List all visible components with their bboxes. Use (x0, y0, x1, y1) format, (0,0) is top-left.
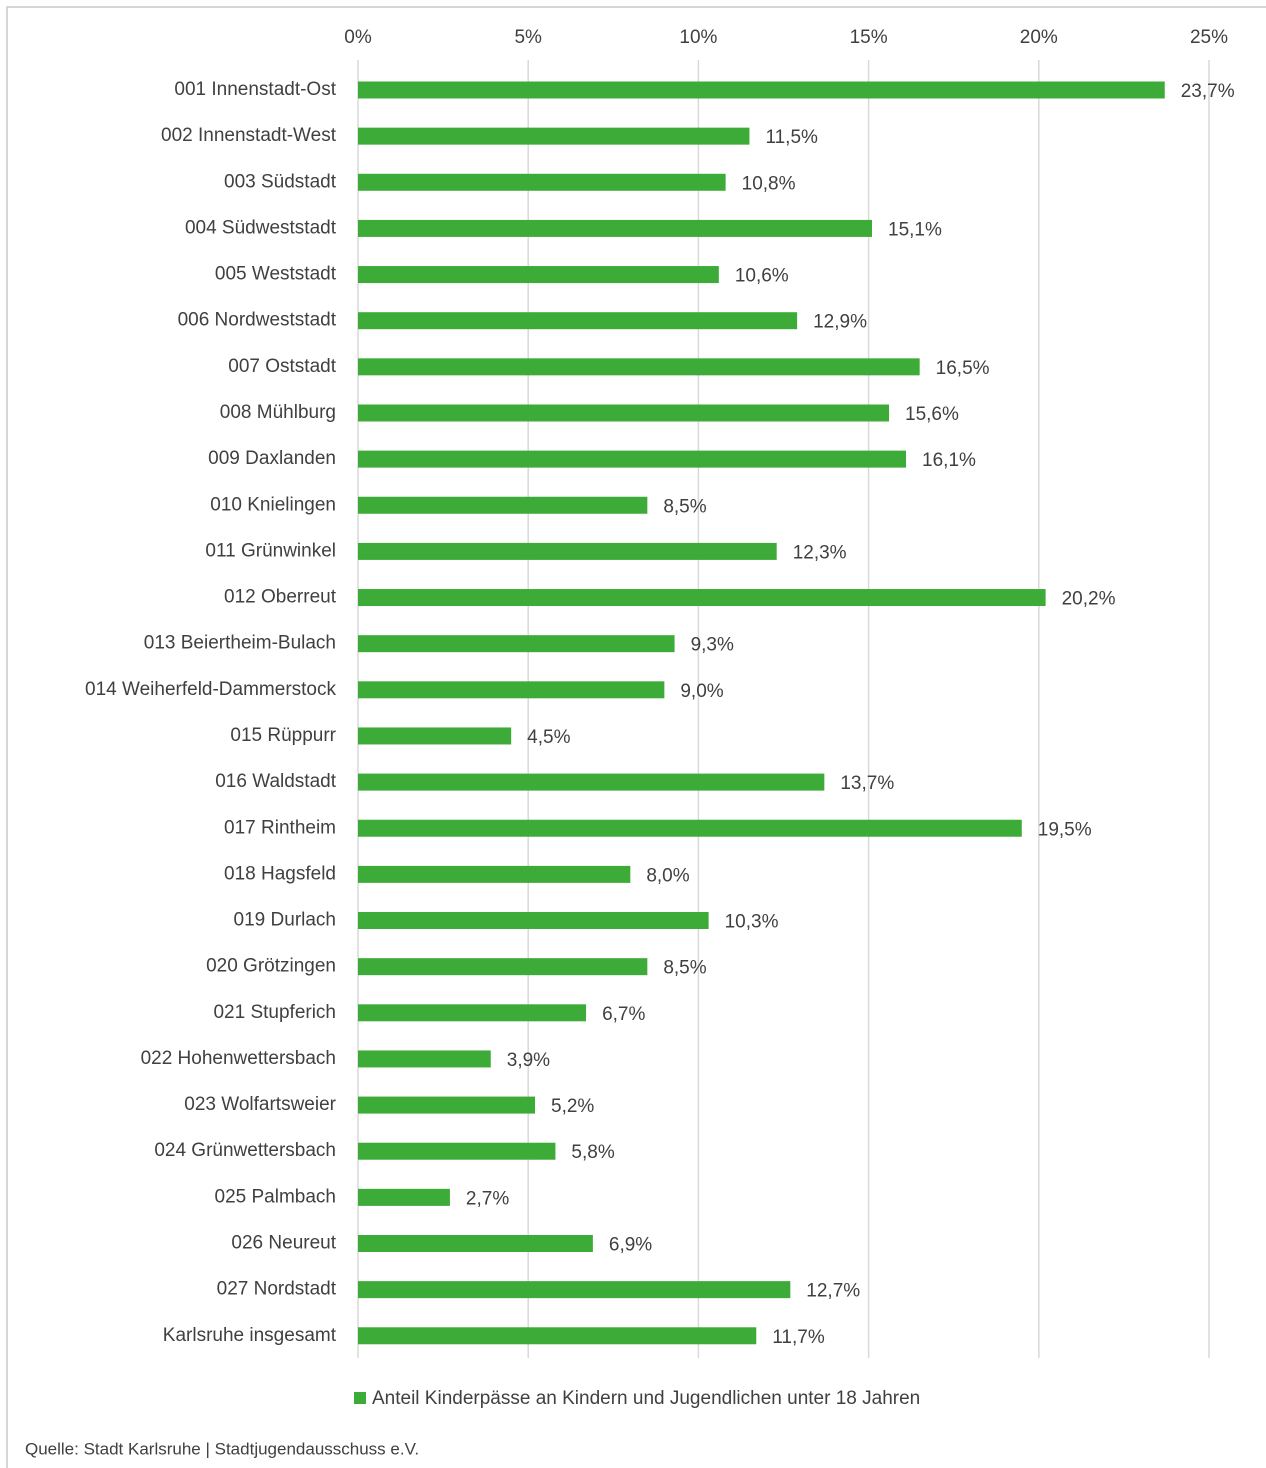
bar (358, 589, 1046, 607)
y-tick-label: 001 Innenstadt-Ost (174, 79, 336, 100)
value-label: 23,7% (1181, 81, 1235, 102)
value-label: 15,1% (888, 219, 942, 240)
y-tick-label: 021 Stupferich (213, 1002, 336, 1023)
y-tick-label: 014 Weiherfeld-Dammerstock (85, 679, 336, 700)
bar (358, 1004, 587, 1022)
bar (358, 958, 648, 976)
x-tick-label: 25% (1190, 27, 1228, 48)
bar (358, 819, 1022, 837)
x-tick-label: 0% (344, 27, 372, 48)
y-tick-label: 017 Rintheim (224, 817, 336, 838)
x-tick-label: 5% (514, 27, 542, 48)
value-label: 13,7% (840, 773, 894, 794)
x-tick-label: 20% (1020, 27, 1058, 48)
value-label: 5,2% (551, 1096, 594, 1117)
y-tick-label: 023 Wolfartsweier (184, 1094, 336, 1115)
y-tick-label: Karlsruhe insgesamt (163, 1325, 337, 1346)
y-tick-label: 012 Oberreut (224, 587, 337, 608)
y-tick-label: 025 Palmbach (215, 1186, 336, 1207)
y-tick-label: 009 Daxlanden (208, 448, 336, 469)
bar (358, 358, 920, 376)
source-note: Quelle: Stadt Karlsruhe | Stadtjugendaus… (25, 1439, 419, 1458)
y-tick-label: 011 Grünwinkel (205, 540, 336, 561)
bar (358, 727, 512, 745)
frame (6, 6, 1266, 1468)
bar (358, 312, 798, 330)
value-label: 11,5% (765, 127, 818, 148)
value-label: 8,5% (663, 958, 706, 979)
value-label: 16,5% (936, 358, 990, 379)
bar (358, 173, 726, 191)
bar (358, 1096, 536, 1114)
y-tick-label: 015 Rüppurr (230, 725, 336, 746)
bar (358, 635, 675, 653)
value-label: 15,6% (905, 404, 959, 425)
bar (358, 496, 648, 514)
value-label: 11,7% (772, 1327, 825, 1348)
value-label: 8,0% (646, 865, 689, 886)
value-label: 5,8% (571, 1142, 614, 1163)
legend-label: Anteil Kinderpässe an Kindern und Jugend… (372, 1388, 920, 1409)
bar (358, 1142, 556, 1160)
value-label: 4,5% (527, 727, 570, 748)
bar (358, 1235, 593, 1252)
y-tick-label: 008 Mühlburg (220, 402, 336, 423)
bar (358, 1050, 491, 1068)
bar (358, 81, 1165, 99)
y-tick-label: 005 Weststadt (215, 264, 337, 285)
y-tick-label: 020 Grötzingen (206, 956, 336, 977)
bar (358, 450, 907, 468)
bar (358, 865, 631, 883)
bar (358, 542, 777, 560)
bar (358, 773, 825, 791)
y-tick-label: 006 Nordweststadt (178, 310, 337, 331)
value-label: 10,8% (742, 173, 796, 194)
value-label: 12,9% (813, 312, 867, 333)
x-tick-label: 15% (850, 27, 888, 48)
y-tick-label: 016 Waldstadt (215, 771, 336, 792)
value-label: 20,2% (1062, 589, 1116, 610)
bar (358, 912, 709, 930)
bar (358, 404, 890, 422)
bar (358, 681, 665, 699)
bar (358, 266, 719, 284)
y-tick-label: 002 Innenstadt-West (161, 125, 337, 146)
bar (358, 219, 873, 237)
y-tick-label: 022 Hohenwettersbach (141, 1048, 336, 1069)
y-tick-label: 007 Oststadt (228, 356, 336, 377)
bar (358, 1327, 757, 1345)
value-label: 16,1% (922, 450, 976, 471)
bar (358, 127, 750, 145)
value-label: 2,7% (466, 1188, 509, 1209)
legend-swatch (354, 1392, 366, 1404)
y-tick-label: 018 Hagsfeld (224, 863, 336, 884)
value-label: 8,5% (663, 496, 706, 517)
x-tick-label: 10% (679, 27, 717, 48)
value-label: 6,9% (609, 1235, 652, 1256)
y-tick-label: 027 Nordstadt (217, 1279, 337, 1300)
y-tick-label: 010 Knielingen (210, 494, 336, 515)
y-tick-label: 013 Beiertheim-Bulach (144, 633, 336, 654)
value-label: 12,3% (793, 542, 847, 563)
bar (358, 1188, 450, 1206)
value-label: 12,7% (806, 1281, 860, 1302)
value-label: 10,6% (735, 266, 789, 287)
y-tick-label: 004 Südweststadt (185, 217, 337, 238)
value-label: 6,7% (602, 1004, 645, 1025)
value-label: 9,0% (680, 681, 723, 702)
value-label: 9,3% (691, 635, 734, 656)
bar (358, 1281, 791, 1299)
value-label: 10,3% (725, 912, 779, 933)
y-tick-label: 026 Neureut (231, 1233, 336, 1254)
y-tick-label: 024 Grünwettersbach (154, 1140, 336, 1161)
y-tick-label: 019 Durlach (234, 910, 336, 931)
y-tick-label: 003 Südstadt (224, 171, 337, 192)
value-label: 3,9% (507, 1050, 550, 1071)
value-label: 19,5% (1038, 819, 1092, 840)
